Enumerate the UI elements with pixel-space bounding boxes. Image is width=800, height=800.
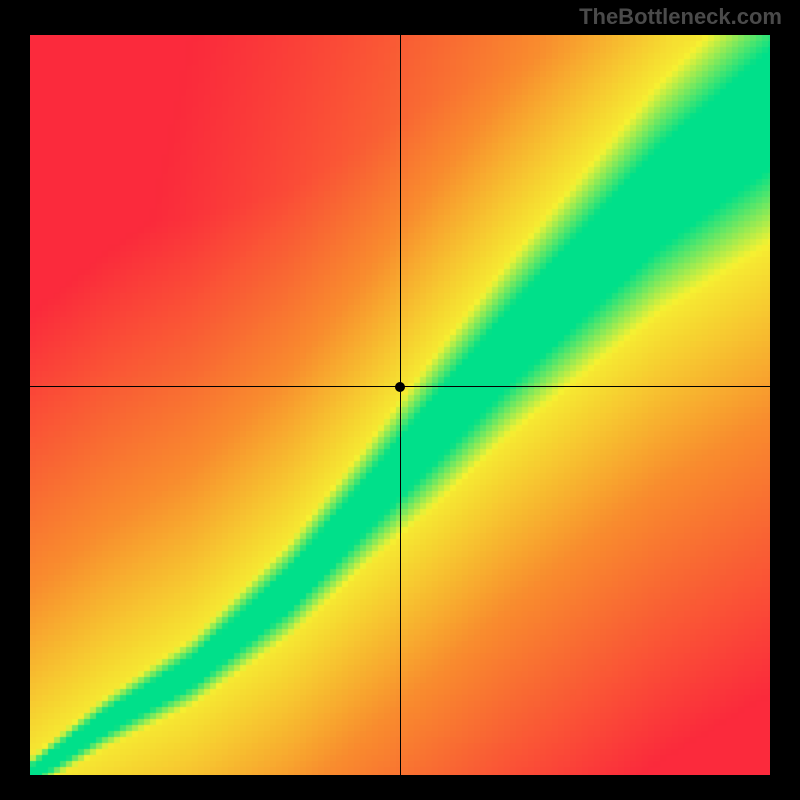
chart-container: TheBottleneck.com xyxy=(0,0,800,800)
watermark-text: TheBottleneck.com xyxy=(579,4,782,30)
crosshair-vertical xyxy=(400,35,401,775)
crosshair-marker xyxy=(395,382,405,392)
